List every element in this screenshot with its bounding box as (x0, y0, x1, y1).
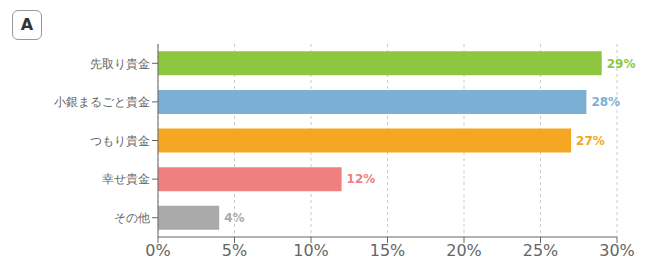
svg-text:5%: 5% (222, 241, 247, 260)
svg-text:0%: 0% (145, 241, 170, 260)
html-text:A: A (20, 15, 34, 34)
svg-text:20%: 20% (446, 241, 482, 260)
svg-text:29%: 29% (607, 57, 636, 71)
svg-text:12%: 12% (347, 172, 376, 186)
svg-text:幸せ貴金: 幸せ貴金 (102, 172, 150, 186)
svg-text:4%: 4% (224, 211, 244, 225)
svg-text:27%: 27% (576, 134, 605, 148)
svg-text:その他: その他 (114, 211, 150, 225)
svg-text:先取り貴金: 先取り貴金 (90, 57, 150, 71)
svg-text:28%: 28% (591, 95, 620, 109)
svg-text:10%: 10% (293, 241, 329, 260)
svg-text:15%: 15% (370, 241, 406, 260)
svg-text:30%: 30% (599, 241, 635, 260)
svg-text:小銀まるごと貴金: 小銀まるごと貴金 (54, 95, 150, 109)
svg-text:つもり貴金: つもり貴金 (90, 134, 150, 148)
svg-text:25%: 25% (523, 241, 559, 260)
